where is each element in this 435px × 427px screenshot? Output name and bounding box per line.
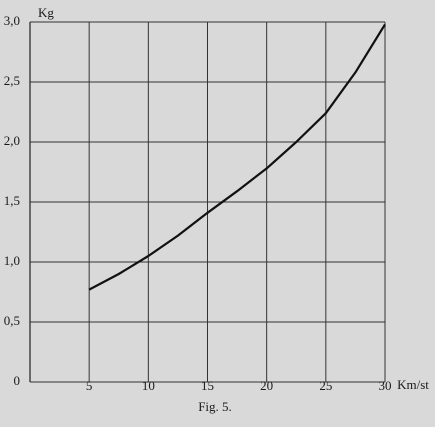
caption: Fig. 5. [198,399,232,414]
y-tick-label: 0 [14,373,21,388]
y-tick-label: 1,5 [4,193,20,208]
x-tick-label: 30 [379,378,392,393]
y-axis-label: Kg [38,5,54,20]
x-tick-label: 15 [201,378,214,393]
y-tick-label: 2,5 [4,73,20,88]
x-axis-label: Km/st [397,377,429,392]
y-tick-label: 1,0 [4,253,20,268]
x-tick-label: 10 [142,378,155,393]
data-line [88,23,386,291]
x-tick-label: 20 [260,378,273,393]
x-tick-label: 5 [86,378,93,393]
y-tick-label: 3,0 [4,13,20,28]
x-tick-label: 25 [319,378,332,393]
y-tick-label: 2,0 [4,133,20,148]
y-tick-label: 0,5 [4,313,20,328]
